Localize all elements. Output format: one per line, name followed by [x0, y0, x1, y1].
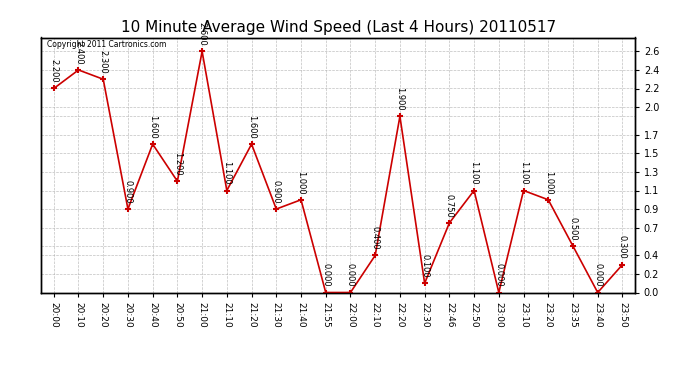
Text: 1.200: 1.200 — [173, 152, 182, 176]
Text: 0.500: 0.500 — [569, 217, 578, 241]
Text: 0.000: 0.000 — [346, 263, 355, 287]
Text: 0.750: 0.750 — [445, 194, 454, 217]
Text: 0.000: 0.000 — [494, 263, 503, 287]
Text: Copyright 2011 Cartronics.com: Copyright 2011 Cartronics.com — [48, 40, 167, 49]
Text: 0.000: 0.000 — [593, 263, 602, 287]
Text: 1.100: 1.100 — [470, 161, 479, 185]
Text: 1.000: 1.000 — [297, 171, 306, 194]
Text: 0.900: 0.900 — [124, 180, 132, 204]
Text: 0.900: 0.900 — [272, 180, 281, 204]
Text: 1.100: 1.100 — [222, 161, 231, 185]
Text: 0.300: 0.300 — [618, 236, 627, 259]
Text: 2.300: 2.300 — [99, 50, 108, 74]
Text: 1.100: 1.100 — [519, 161, 528, 185]
Text: 2.600: 2.600 — [197, 22, 206, 46]
Title: 10 Minute Average Wind Speed (Last 4 Hours) 20110517: 10 Minute Average Wind Speed (Last 4 Hou… — [121, 20, 555, 35]
Text: 1.000: 1.000 — [544, 171, 553, 194]
Text: 1.600: 1.600 — [247, 115, 256, 139]
Text: 2.200: 2.200 — [49, 59, 58, 83]
Text: 0.400: 0.400 — [371, 226, 380, 250]
Text: 1.900: 1.900 — [395, 87, 404, 111]
Text: 1.600: 1.600 — [148, 115, 157, 139]
Text: 0.100: 0.100 — [420, 254, 429, 278]
Text: 0.000: 0.000 — [322, 263, 331, 287]
Text: 2.400: 2.400 — [74, 41, 83, 64]
